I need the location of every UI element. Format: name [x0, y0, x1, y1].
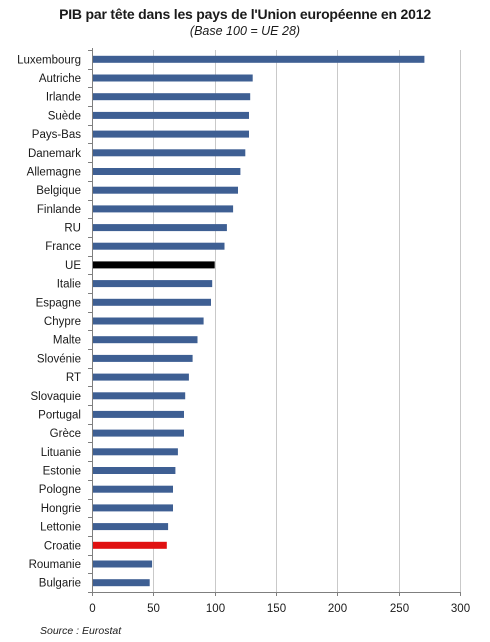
bar-rt	[92, 373, 189, 381]
category-label-slovenie: Slovénie	[37, 353, 81, 365]
category-label-suede: Suède	[48, 110, 81, 122]
bar-suede	[92, 111, 249, 119]
category-label-rt: RT	[66, 372, 81, 384]
category-label-pologne: Pologne	[39, 484, 81, 496]
x-tick-labels: 0 50 100 150 200 250 300	[89, 603, 470, 615]
category-label-chypre: Chypre	[44, 316, 81, 328]
chart-subtitle: (Base 100 = UE 28)	[189, 24, 301, 38]
bar-allemagne	[92, 168, 241, 175]
bar-pays-bas	[92, 130, 249, 138]
category-label-belgique: Belgique	[36, 185, 81, 197]
category-label-grece: Grèce	[50, 428, 81, 440]
bar-france	[92, 242, 225, 250]
bar-slovaquie	[92, 392, 186, 400]
x-tick-label: 0	[89, 603, 95, 615]
bar-irlande	[92, 93, 251, 101]
bar-grece	[92, 429, 184, 437]
bar-ru	[92, 224, 227, 232]
source-note: Source : Eurostat	[40, 625, 122, 637]
bar-pologne	[92, 485, 173, 493]
category-label-france: France	[45, 241, 81, 253]
x-tick-label: 250	[390, 603, 409, 615]
bar-hongrie	[92, 504, 173, 512]
category-label-italie: Italie	[57, 279, 81, 291]
category-labels: Luxembourg Autriche Irlande Suède Pays-Bas Da…	[17, 54, 81, 589]
bar-lettonie	[92, 523, 169, 531]
category-label-allemagne: Allemagne	[27, 167, 81, 179]
category-label-danemark: Danemark	[28, 148, 81, 160]
category-label-roumanie: Roumanie	[29, 559, 81, 571]
bar-malte	[92, 336, 198, 344]
category-label-portugal: Portugal	[38, 409, 81, 421]
category-label-ru: RU	[64, 223, 81, 235]
bar-luxembourg	[92, 55, 425, 63]
category-label-pays-bas: Pays-Bas	[32, 129, 81, 141]
bar-espagne	[92, 298, 211, 306]
category-label-irlande: Irlande	[46, 92, 81, 104]
bar-slovenie	[92, 354, 193, 362]
bar-bulgarie	[92, 579, 150, 587]
bar-ue	[92, 261, 215, 269]
bar-lituanie	[92, 448, 178, 456]
bar-italie	[92, 280, 213, 288]
category-label-autriche: Autriche	[39, 73, 81, 85]
chart-title: PIB par tête dans les pays de l'Union eu…	[59, 6, 431, 22]
bar-roumanie	[92, 560, 153, 568]
bar-estonie	[92, 467, 176, 474]
axes	[88, 48, 461, 596]
x-tick-label: 300	[451, 603, 470, 615]
x-tick-label: 200	[328, 603, 347, 615]
category-label-estonie: Estonie	[43, 466, 81, 478]
category-label-malte: Malte	[53, 335, 81, 347]
category-label-lettonie: Lettonie	[40, 522, 81, 534]
bar-finlande	[92, 205, 234, 213]
bar-belgique	[92, 186, 238, 194]
category-label-luxembourg: Luxembourg	[17, 54, 81, 66]
category-label-croatie: Croatie	[44, 540, 81, 552]
bar-portugal	[92, 410, 184, 418]
category-label-bulgarie: Bulgarie	[39, 578, 81, 590]
category-label-espagne: Espagne	[36, 297, 81, 309]
category-label-hongrie: Hongrie	[41, 503, 81, 515]
category-label-lituanie: Lituanie	[41, 447, 81, 459]
bar-chypre	[92, 317, 204, 325]
x-tick-label: 50	[147, 603, 160, 615]
x-tick-label: 100	[206, 603, 225, 615]
bars	[92, 55, 425, 587]
category-label-slovaquie: Slovaquie	[30, 391, 81, 403]
category-label-finlande: Finlande	[37, 204, 81, 216]
category-label-ue: UE	[65, 260, 81, 272]
bar-croatie	[92, 541, 167, 549]
bar-autriche	[92, 74, 253, 82]
bar-danemark	[92, 149, 246, 157]
x-tick-label: 150	[267, 603, 286, 615]
